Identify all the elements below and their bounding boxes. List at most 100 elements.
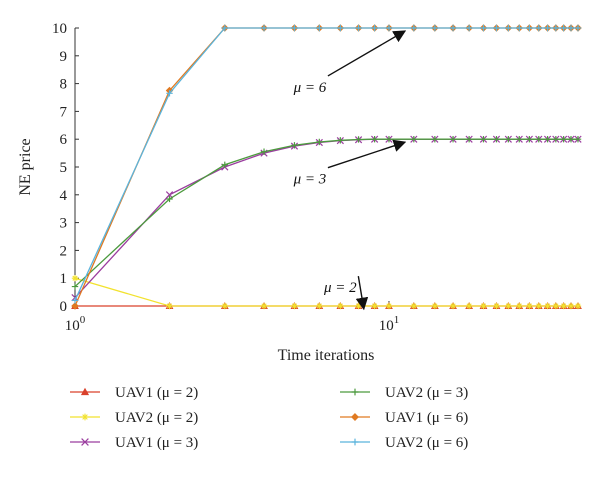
data-point xyxy=(574,302,582,310)
legend-item: UAV1 (μ = 3) xyxy=(70,435,198,451)
data-point xyxy=(480,24,487,32)
data-point xyxy=(544,136,551,143)
data-point xyxy=(526,24,533,32)
y-tick-label: 4 xyxy=(60,188,68,204)
data-point xyxy=(505,136,512,143)
data-point xyxy=(221,161,229,168)
data-point xyxy=(544,24,551,32)
data-point xyxy=(337,24,344,32)
data-point xyxy=(449,24,457,32)
y-tick-label: 1 xyxy=(60,271,68,287)
data-point xyxy=(526,136,533,143)
data-point xyxy=(260,148,268,155)
legend: UAV1 (μ = 2) UAV2 (μ = 2) UAV1 (μ = 3) UAV2… xyxy=(70,385,468,451)
data-point xyxy=(337,137,344,144)
data-point xyxy=(493,302,500,310)
legend-marker xyxy=(81,438,89,446)
data-point xyxy=(371,24,378,32)
data-point xyxy=(221,24,229,32)
y-tick-label: 3 xyxy=(60,216,68,232)
data-point xyxy=(535,136,542,143)
data-point xyxy=(465,24,473,32)
data-point xyxy=(480,136,487,143)
annotations: μ = 6 μ = 3 μ = 2 xyxy=(293,30,407,311)
data-point xyxy=(316,138,323,146)
data-point xyxy=(291,302,298,310)
data-point xyxy=(166,302,173,310)
data-point xyxy=(552,24,560,32)
data-point xyxy=(516,302,523,310)
data-point xyxy=(371,136,378,143)
data-point xyxy=(316,24,323,32)
data-point xyxy=(493,136,500,143)
data-point xyxy=(71,283,79,290)
data-point xyxy=(493,24,500,32)
legend-label: UAV1 (μ = 3) xyxy=(115,435,198,451)
data-point xyxy=(574,136,582,143)
data-point xyxy=(449,302,457,310)
data-point xyxy=(431,302,439,310)
y-tick-label: 10 xyxy=(52,21,67,37)
data-point xyxy=(410,136,418,143)
series-2 xyxy=(71,275,582,310)
data-point xyxy=(337,302,344,310)
data-point xyxy=(355,24,362,32)
data-point xyxy=(291,142,298,149)
y-tick-label: 5 xyxy=(60,160,68,176)
annotation-arrow xyxy=(327,30,407,77)
series-line xyxy=(74,27,578,307)
legend-label: UAV2 (μ = 3) xyxy=(385,385,468,401)
annotation-label: μ = 6 xyxy=(293,80,327,96)
legend-item: UAV1 (μ = 2) xyxy=(70,385,198,401)
data-point xyxy=(166,90,173,97)
legend-label: UAV1 (μ = 2) xyxy=(115,385,198,401)
series-lines xyxy=(71,24,582,310)
y-tick-label: 9 xyxy=(60,49,68,65)
data-point xyxy=(71,275,79,282)
series-line xyxy=(74,138,578,288)
series-6 xyxy=(71,24,582,304)
data-point xyxy=(355,136,362,143)
data-point xyxy=(516,24,523,32)
data-point xyxy=(535,302,542,310)
data-point xyxy=(552,302,560,310)
data-point xyxy=(221,302,229,310)
y-tick-label: 2 xyxy=(60,243,68,259)
legend-item: UAV2 (μ = 2) xyxy=(70,410,198,426)
x-axis-title: Time iterations xyxy=(278,347,375,364)
data-point xyxy=(567,302,575,310)
data-point xyxy=(431,24,439,32)
x-tick-label: 101 xyxy=(379,314,400,334)
data-point xyxy=(71,302,79,310)
y-tick-label: 6 xyxy=(60,132,68,148)
data-point xyxy=(371,302,378,310)
legend-item: UAV1 (μ = 6) xyxy=(340,410,468,426)
annotation-label: μ = 2 xyxy=(323,280,357,296)
data-point xyxy=(465,136,473,143)
data-point xyxy=(505,24,512,32)
data-point xyxy=(449,136,457,143)
data-point xyxy=(166,195,173,203)
series-line xyxy=(74,27,578,301)
legend-label: UAV2 (μ = 2) xyxy=(115,410,198,426)
data-point xyxy=(552,136,560,143)
data-point xyxy=(385,24,393,32)
y-ticks: 0 1 2 3 4 5 6 7 8 9 10 xyxy=(52,21,79,315)
series-4 xyxy=(71,136,582,290)
data-point xyxy=(465,302,473,310)
legend-item: UAV2 (μ = 6) xyxy=(340,435,468,451)
y-tick-label: 7 xyxy=(60,104,68,120)
data-point xyxy=(567,24,575,32)
legend-marker xyxy=(81,413,89,421)
legend-marker xyxy=(351,413,359,421)
data-point xyxy=(567,136,575,143)
data-point xyxy=(410,24,418,32)
data-point xyxy=(431,136,439,143)
legend-marker xyxy=(80,387,90,396)
data-point xyxy=(260,302,268,310)
axes xyxy=(74,28,578,307)
data-point xyxy=(544,302,551,310)
data-point xyxy=(385,136,393,143)
data-point xyxy=(385,302,393,310)
